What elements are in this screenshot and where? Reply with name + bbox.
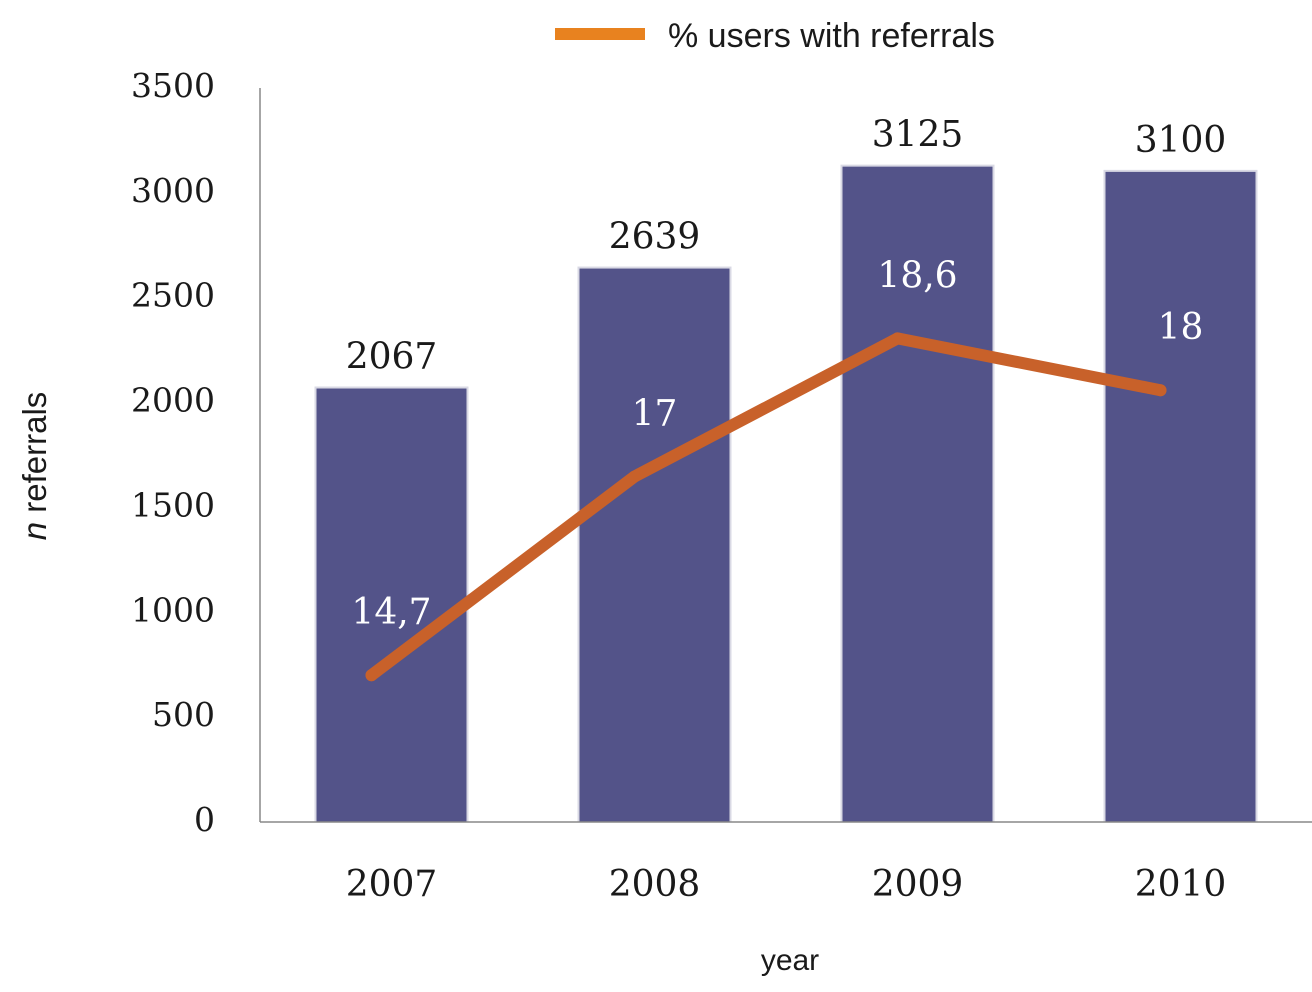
- line-point: [891, 332, 904, 345]
- bar-data-label: 3125: [872, 115, 964, 156]
- x-tick-labels: 2007 2008 2009 2010: [346, 864, 1227, 905]
- y-axis-title-rest: referrals: [16, 392, 53, 522]
- x-tick-label: 2008: [609, 864, 701, 905]
- bar: [579, 268, 730, 823]
- x-tick-label: 2007: [346, 864, 438, 905]
- line-point: [1154, 384, 1167, 397]
- y-axis-title-italic: n: [16, 522, 53, 540]
- y-tick-label: 500: [152, 695, 215, 734]
- bar: [316, 388, 467, 822]
- line-series-path: [365, 332, 1167, 682]
- y-tick-label: 2000: [131, 381, 215, 420]
- y-tick-label: 1500: [131, 485, 215, 524]
- legend: % users with referrals: [555, 17, 995, 55]
- y-tick-label: 3500: [131, 66, 215, 105]
- y-tick-label: 1000: [131, 590, 215, 629]
- bar-data-labels: 2067 2639 3125 3100: [346, 115, 1227, 378]
- line-series: [365, 332, 1167, 682]
- y-axis-title: n referrals: [16, 392, 53, 541]
- line-data-label: 17: [632, 394, 678, 435]
- x-tick-label: 2009: [872, 864, 964, 905]
- bar-data-label: 2067: [346, 337, 438, 378]
- legend-label-pct-users: % users with referrals: [668, 17, 995, 55]
- x-axis-title: year: [761, 944, 819, 977]
- y-tick-label: 3000: [131, 171, 215, 210]
- line-data-label: 14,7: [351, 592, 431, 633]
- bar-data-label: 3100: [1135, 120, 1227, 161]
- axes: [259, 88, 1312, 823]
- line-data-label: 18: [1158, 307, 1204, 348]
- legend-swatch-pct-users: [555, 28, 645, 40]
- line-data-label: 18,6: [877, 255, 957, 296]
- bars: [314, 164, 1258, 823]
- bar-data-label: 2639: [609, 217, 701, 258]
- x-tick-label: 2010: [1135, 864, 1227, 905]
- line-point: [628, 470, 641, 483]
- line-point: [365, 669, 378, 682]
- line-data-labels: 14,7 17 18,6 18: [351, 255, 1203, 633]
- bar: [842, 166, 993, 823]
- y-tick-label: 2500: [131, 276, 215, 315]
- bar: [1105, 171, 1256, 822]
- y-tick-labels: 0 500 1000 1500 2000 2500 3000 3500: [131, 66, 215, 839]
- y-tick-label: 0: [194, 800, 215, 839]
